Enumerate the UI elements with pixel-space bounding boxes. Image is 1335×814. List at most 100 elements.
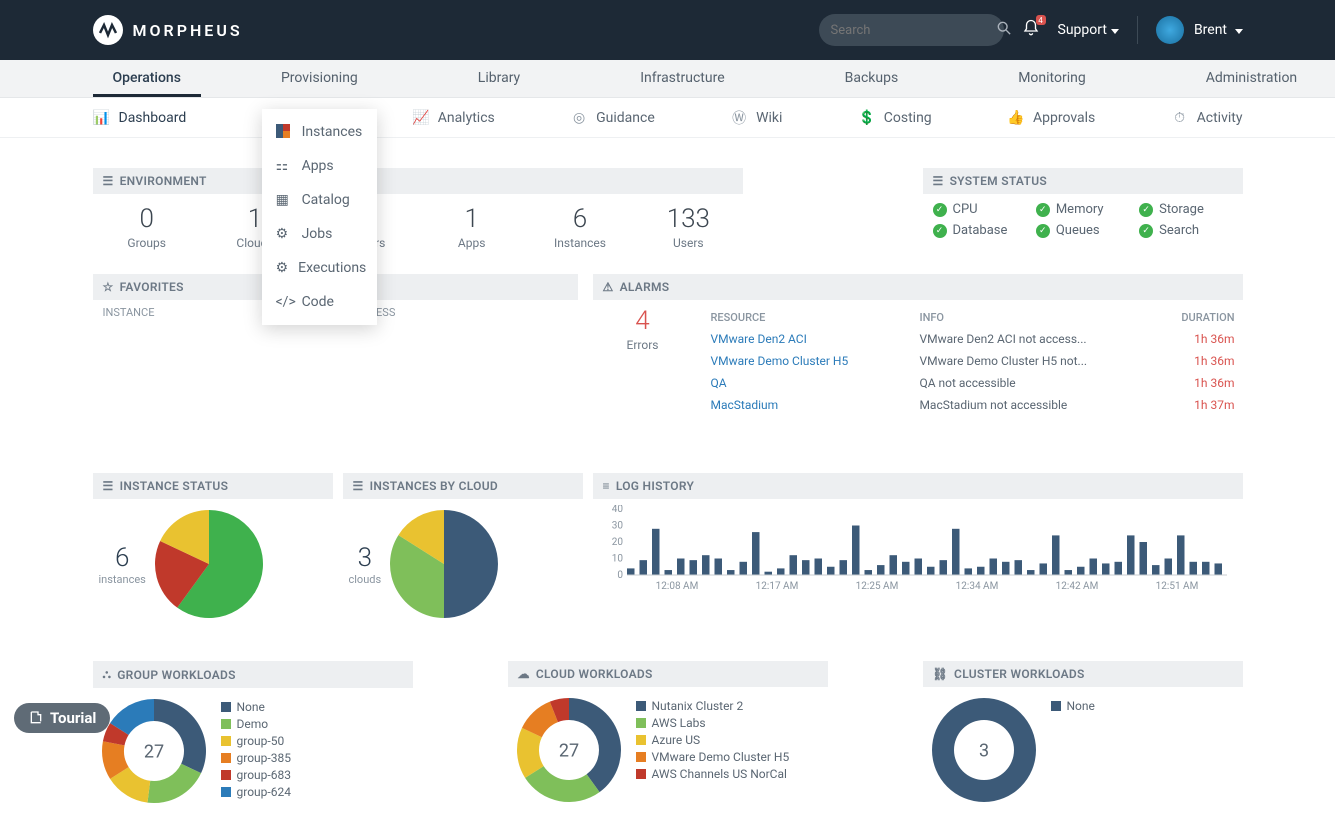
notifications-button[interactable]: 4	[1022, 19, 1040, 41]
legend-swatch	[636, 718, 646, 728]
tourial-label: Tourial	[50, 709, 96, 727]
legend-swatch	[221, 770, 231, 780]
legend-item: AWS Labs	[636, 716, 790, 730]
alarm-resource-link[interactable]: VMware Den2 ACI	[705, 329, 912, 349]
support-link[interactable]: Support	[1058, 22, 1119, 38]
costing-icon: 💲	[858, 109, 876, 127]
alarm-resource-link[interactable]: MacStadium	[705, 395, 912, 415]
subnav-approvals[interactable]: 👍Approvals	[1007, 109, 1095, 127]
catalog-icon: ▦	[276, 192, 292, 208]
divider	[1137, 16, 1138, 44]
alarm-resource-link[interactable]: QA	[705, 373, 912, 393]
svg-text:30: 30	[611, 521, 623, 532]
panel-title: ⚠ ALARMS	[593, 274, 1243, 300]
alarm-row: MacStadiumMacStadium not accessible1h 37…	[705, 395, 1241, 415]
alarm-row: QAQA not accessible1h 36m	[705, 373, 1241, 393]
code-icon: </>	[276, 294, 292, 310]
subnav-dashboard[interactable]: 📊Dashboard	[93, 109, 187, 127]
check-icon: ✓	[1139, 224, 1153, 238]
alarm-row: VMware Den2 ACIVMware Den2 ACI not acces…	[705, 329, 1241, 349]
guidance-icon: ◎	[570, 109, 588, 127]
tab-administration[interactable]: Administration	[1186, 60, 1317, 97]
menu-item-apps[interactable]: ⚏Apps	[262, 149, 377, 183]
tab-library[interactable]: Library	[458, 60, 540, 97]
instance-status-chart	[154, 509, 264, 619]
system-status-title: SYSTEM STATUS	[950, 174, 1047, 188]
legend-swatch	[221, 787, 231, 797]
check-icon: ✓	[1139, 203, 1153, 217]
instance-status-panel: ☰INSTANCE STATUS 6 instances	[93, 473, 333, 629]
env-stat: 133Users	[634, 204, 742, 250]
system-status-item: ✓CPU	[933, 202, 1026, 217]
panel-title: ☰ ENVIRONMENT	[93, 168, 743, 194]
check-icon: ✓	[1036, 224, 1050, 238]
cloud-workloads-chart: 27	[514, 695, 624, 805]
instances-by-cloud-panel: ☰INSTANCES BY CLOUD 3 clouds	[343, 473, 583, 629]
tab-operations[interactable]: Operations	[93, 60, 201, 97]
svg-text:20: 20	[611, 537, 623, 548]
cluster-workloads-chart: 3	[929, 695, 1039, 805]
system-status-item: ✓Queues	[1036, 223, 1129, 238]
search-input-wrap[interactable]	[819, 14, 1004, 46]
avatar[interactable]	[1156, 16, 1184, 44]
apps-icon: ⚏	[276, 158, 292, 174]
menu-item-code[interactable]: </>Code	[262, 285, 377, 319]
cursor-icon	[28, 710, 44, 726]
brand-logo[interactable]: MORPHEUS	[93, 15, 243, 45]
list-icon: ≡	[603, 479, 610, 493]
svg-text:10: 10	[611, 554, 623, 565]
subnav-analytics[interactable]: 📈Analytics	[412, 109, 495, 127]
legend-item: Nutanix Cluster 2	[636, 699, 790, 713]
logo-icon	[93, 15, 123, 45]
menu-item-executions[interactable]: ⚙Executions	[262, 251, 377, 285]
cloud-icon: ☁	[518, 667, 530, 681]
tab-infrastructure[interactable]: Infrastructure	[620, 60, 744, 97]
stat-label: Users	[634, 236, 742, 250]
subnav: 📊Dashboard 📄ReportsInstances⚏Apps▦Catalog…	[0, 98, 1335, 138]
chevron-down-icon	[1235, 29, 1243, 34]
alarm-info: MacStadium not accessible	[913, 395, 1148, 415]
dashboard-icon: 📊	[93, 109, 111, 127]
check-icon: ✓	[933, 203, 947, 217]
server-icon: ☰	[103, 479, 114, 493]
subnav-costing[interactable]: 💲Costing	[858, 109, 932, 127]
tab-monitoring[interactable]: Monitoring	[998, 60, 1106, 97]
tourial-badge[interactable]: Tourial	[14, 703, 110, 733]
subnav-guidance[interactable]: ◎Guidance	[570, 109, 655, 127]
menu-item-instances[interactable]: Instances	[262, 115, 377, 149]
tab-backups[interactable]: Backups	[825, 60, 919, 97]
stat-label: Apps	[418, 236, 526, 250]
svg-text:12:17 AM: 12:17 AM	[755, 581, 798, 592]
search-input[interactable]	[831, 23, 997, 38]
environment-title: ENVIRONMENT	[120, 174, 207, 188]
subnav-wiki[interactable]: ⓌWiki	[730, 109, 782, 127]
cluster-workloads-panel: ⛓CLUSTER WORKLOADS 3 None	[923, 661, 1243, 814]
column-header: INFO	[913, 308, 1148, 327]
menu-item-jobs[interactable]: ⚙Jobs	[262, 217, 377, 251]
legend-item: None	[221, 700, 291, 714]
env-stat: 0Groups	[93, 204, 201, 250]
search-icon[interactable]	[997, 21, 1011, 39]
svg-text:12:08 AM: 12:08 AM	[655, 581, 698, 592]
user-menu[interactable]: Brent	[1194, 22, 1243, 38]
alarm-info: VMware Demo Cluster H5 not...	[913, 351, 1148, 371]
svg-text:0: 0	[617, 570, 623, 581]
legend-item: AWS Channels US NorCal	[636, 767, 790, 781]
svg-text:27: 27	[143, 742, 163, 763]
cluster-icon: ⛓	[933, 667, 949, 681]
alarm-resource-link[interactable]: VMware Demo Cluster H5	[705, 351, 912, 371]
subnav-activity[interactable]: ⏱Activity	[1171, 109, 1243, 127]
warning-icon: ⚠	[603, 280, 614, 294]
alarm-duration: 1h 36m	[1150, 373, 1240, 393]
subnav-reports[interactable]: 📄ReportsInstances⚏Apps▦Catalog⚙Jobs⚙Exec…	[262, 109, 337, 127]
legend-item: group-385	[221, 751, 291, 765]
legend-swatch	[221, 736, 231, 746]
legend-item: VMware Demo Cluster H5	[636, 750, 790, 764]
system-status-item: ✓Search	[1139, 223, 1232, 238]
tab-provisioning[interactable]: Provisioning	[261, 60, 378, 97]
approvals-icon: 👍	[1007, 109, 1025, 127]
activity-icon: ⏱	[1171, 109, 1189, 127]
env-stat: 1Apps	[418, 204, 526, 250]
menu-item-catalog[interactable]: ▦Catalog	[262, 183, 377, 217]
notification-badge: 4	[1036, 15, 1046, 25]
